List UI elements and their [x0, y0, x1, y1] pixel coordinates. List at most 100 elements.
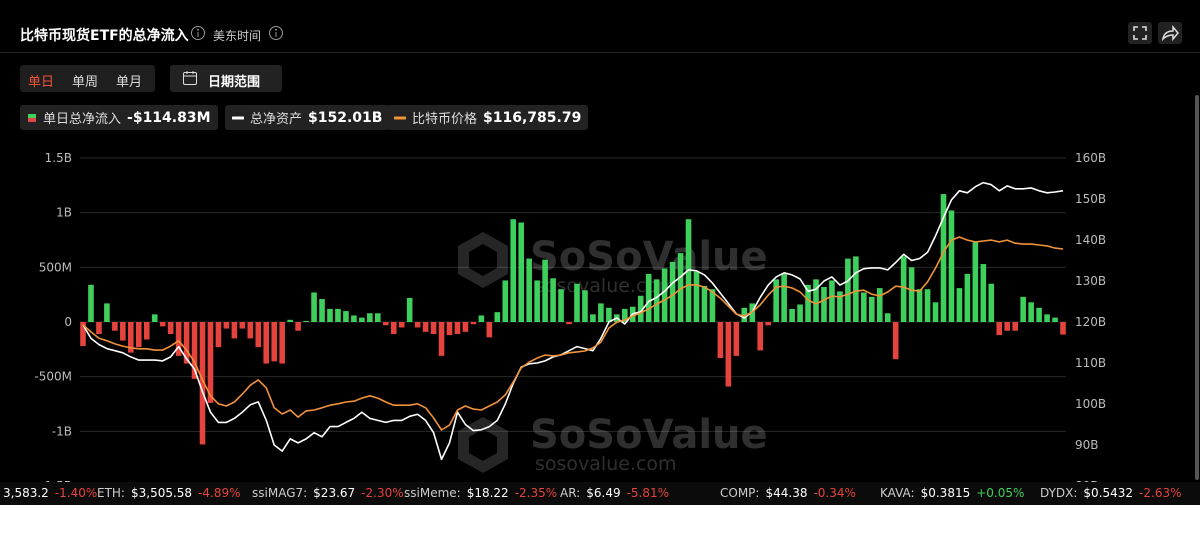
- bar: [590, 314, 596, 322]
- tab-group: [20, 65, 155, 92]
- bar: [303, 320, 309, 322]
- ticker-price: $0.5432: [1083, 486, 1134, 500]
- ticker-item[interactable]: ssiMeme: $18.22 -2.35%: [404, 486, 557, 500]
- share-button[interactable]: [1158, 22, 1182, 44]
- legend-item[interactable]: 单日总净流入 -$114.83M: [20, 105, 218, 130]
- ticker-change: -5.81%: [626, 486, 670, 500]
- y-tick-label: 0: [64, 315, 72, 329]
- bar: [367, 313, 373, 322]
- ticker-item[interactable]: ssiMAG7: $23.67 -2.30%: [252, 486, 404, 500]
- ticker-price: $18.22: [466, 486, 509, 500]
- legend-item[interactable]: 总净资产 $152.01B: [225, 105, 390, 130]
- scrollbar[interactable]: [1195, 95, 1199, 480]
- bar: [845, 258, 851, 322]
- watermark-brand: SoSoValue: [530, 234, 768, 280]
- bar: [1052, 317, 1058, 322]
- bar: [406, 297, 413, 322]
- ticker-name: COMP:: [720, 486, 760, 500]
- tab[interactable]: 单周: [72, 75, 99, 90]
- bar: [343, 311, 349, 322]
- bar: [143, 322, 150, 340]
- ticker-price: $23.67: [313, 486, 356, 500]
- bar: [956, 288, 963, 322]
- watermark: SoSoValue sosovalue.com SoSoValue sosova…: [458, 232, 768, 475]
- bar: [566, 322, 572, 325]
- ticker-item[interactable]: KAVA: $0.3815 +0.05%: [880, 486, 1024, 500]
- tab[interactable]: 单月: [116, 75, 143, 90]
- ticker-price: 3,583.2: [3, 486, 49, 500]
- bar: [207, 322, 214, 403]
- date-range-button[interactable]: [170, 65, 282, 92]
- y2-tick-label: 80B: [1075, 479, 1099, 482]
- bar: [80, 322, 86, 347]
- bar: [422, 322, 429, 332]
- bar: [940, 194, 947, 322]
- bar: [319, 299, 325, 322]
- bar: [598, 303, 604, 322]
- bar: [773, 279, 779, 322]
- bar: [765, 322, 772, 326]
- ticker-change: -1.40%: [54, 486, 98, 500]
- ticker-name: ssiMAG7:: [252, 486, 308, 500]
- ticker-item[interactable]: 3,583.2 -1.40%: [0, 486, 97, 500]
- bar: [112, 322, 118, 331]
- bar: [239, 322, 246, 329]
- bar: [757, 322, 764, 351]
- bar: [327, 308, 333, 322]
- bar: [199, 322, 206, 445]
- legend-swatch: [28, 113, 36, 122]
- bar: [215, 322, 222, 348]
- bar: [948, 210, 955, 322]
- legend-item[interactable]: 比特币价格 $116,785.79: [387, 105, 589, 130]
- legend-swatch: [232, 116, 244, 119]
- info-icon[interactable]: [190, 25, 206, 41]
- ticker-item[interactable]: ETH: $3,505.58 -4.89%: [97, 486, 241, 500]
- bar: [677, 253, 684, 322]
- ticker-item[interactable]: AR: $6.49 -5.81%: [560, 486, 669, 500]
- bar: [534, 280, 540, 322]
- bar: [128, 322, 134, 353]
- y-tick-label: -500M: [34, 370, 72, 384]
- bar: [908, 267, 915, 322]
- bar: [661, 268, 668, 322]
- bar: [701, 285, 708, 322]
- bar: [462, 322, 469, 332]
- bar: [900, 256, 907, 322]
- bar: [430, 322, 437, 335]
- ticker-item[interactable]: DYDX: $0.5432 -2.63%: [1040, 486, 1182, 500]
- bar: [271, 322, 278, 362]
- bar: [96, 322, 102, 335]
- bar: [374, 313, 381, 322]
- bar: [351, 315, 357, 322]
- legend-value: $116,785.79: [483, 109, 582, 126]
- bar: [446, 322, 453, 336]
- date-range-label[interactable]: 日期范围: [208, 75, 261, 90]
- bar: [398, 322, 405, 328]
- bar: [964, 273, 971, 322]
- title: 比特币现货ETF的总净流入: [20, 28, 189, 44]
- bar: [247, 322, 254, 339]
- bar: [510, 219, 517, 322]
- bar: [494, 312, 501, 322]
- info-icon[interactable]: [268, 25, 284, 41]
- bar: [868, 296, 875, 322]
- legend-swatch: [394, 116, 406, 119]
- bar: [741, 307, 748, 322]
- legend-value: $152.01B: [308, 109, 383, 126]
- bar: [932, 302, 939, 322]
- ticker-item[interactable]: COMP: $44.38 -0.34%: [720, 486, 856, 500]
- tab[interactable]: 单日: [28, 75, 55, 90]
- bar: [104, 303, 110, 322]
- bar: [669, 261, 676, 322]
- bar: [167, 322, 174, 335]
- bar: [582, 290, 588, 322]
- bar: [311, 292, 317, 322]
- ticker-change: -2.30%: [361, 486, 404, 500]
- y2-tick-label: 120B: [1075, 315, 1106, 329]
- bar: [884, 313, 891, 322]
- fullscreen-button[interactable]: [1128, 22, 1152, 44]
- ticker-change: -4.89%: [198, 486, 241, 500]
- watermark-site: sosovalue.com: [535, 453, 677, 475]
- bar: [972, 242, 979, 322]
- y2-tick-label: 110B: [1075, 356, 1106, 370]
